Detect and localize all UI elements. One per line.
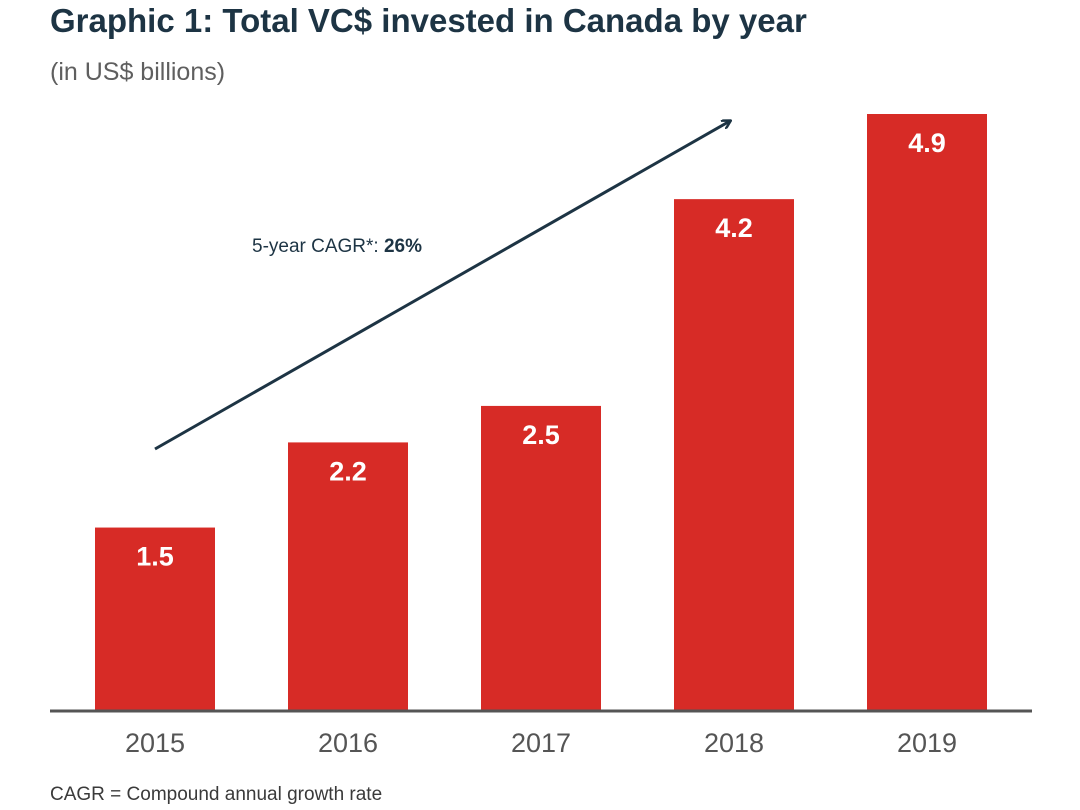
bar-value-label-2018: 4.2 [715, 213, 753, 243]
bar-2018 [674, 199, 794, 710]
x-tick-labels: 2015 2016 2017 2018 2019 [125, 728, 957, 758]
bar-value-label-2019: 4.9 [908, 128, 946, 158]
x-tick-label-2019: 2019 [897, 728, 957, 758]
footnote: CAGR = Compound annual growth rate [50, 784, 383, 805]
bar-2016 [288, 442, 408, 710]
bar-value-label-2015: 1.5 [136, 542, 174, 572]
cagr-trend-arrow [154, 121, 730, 451]
x-tick-label-2015: 2015 [125, 728, 185, 758]
chart-subtitle: (in US$ billions) [50, 58, 226, 86]
cagr-annotation: 5-year CAGR*: 26% [252, 236, 422, 257]
bar-2017 [481, 405, 601, 710]
chart-title: Graphic 1: Total VC$ invested in Canada … [50, 2, 807, 39]
x-tick-label-2018: 2018 [704, 728, 764, 758]
bar-value-label-2017: 2.5 [522, 420, 560, 450]
bar-value-label-2016: 2.2 [329, 456, 367, 486]
bar-2019 [867, 114, 987, 710]
x-tick-label-2017: 2017 [511, 728, 571, 758]
cagr-label-value: 26% [384, 236, 422, 257]
cagr-label-prefix: 5-year CAGR*: [252, 236, 384, 257]
bar-2015 [95, 527, 215, 710]
bars-layer: 1.5 2.2 2.5 4.2 4.9 [95, 114, 987, 710]
x-tick-label-2016: 2016 [318, 728, 378, 758]
